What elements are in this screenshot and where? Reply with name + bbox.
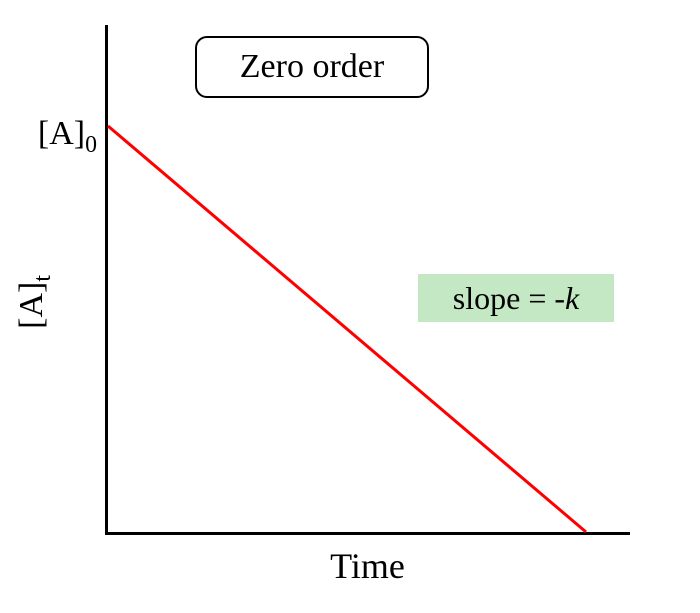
series-line — [108, 126, 586, 532]
chart-stage: Zero order [A]0 [A]t Time slope = -k — [0, 0, 700, 613]
chart-svg — [0, 0, 700, 613]
